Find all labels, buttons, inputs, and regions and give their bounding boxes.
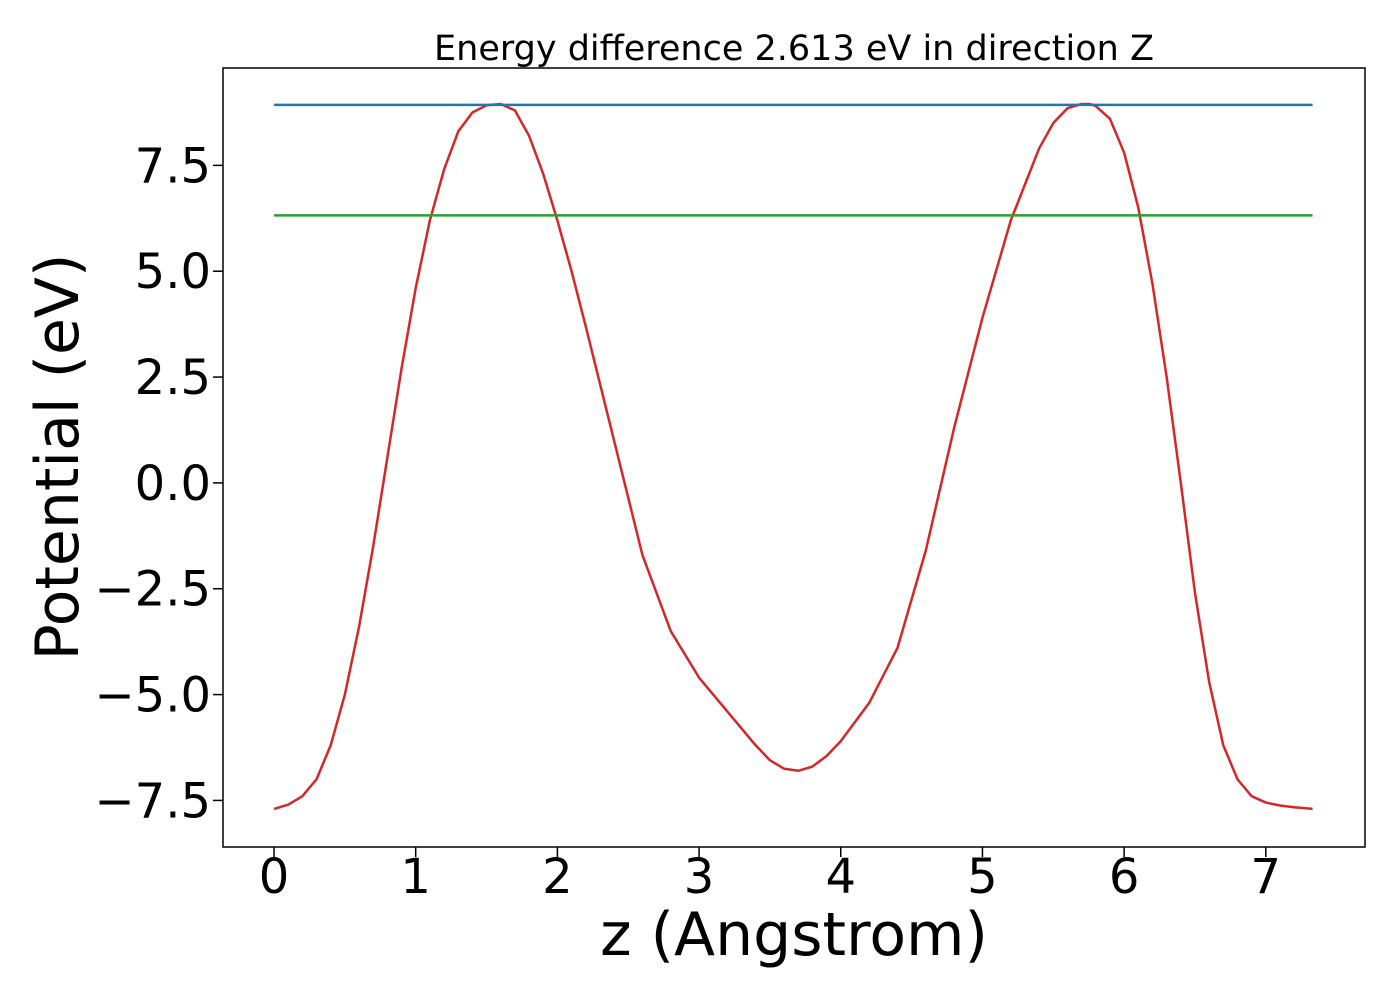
- x-tick-label: 3: [684, 849, 715, 905]
- x-tick-label: 2: [542, 849, 573, 905]
- plot-frame: [222, 67, 1366, 848]
- x-axis-label: z (Angstrom): [600, 900, 988, 970]
- y-tick-label: −7.5: [94, 773, 211, 829]
- series-line-0: [273, 102, 1313, 811]
- series-layer: [273, 102, 1313, 811]
- y-tick-label: 0.0: [135, 456, 211, 512]
- x-tick-label: 5: [967, 849, 998, 905]
- y-tick-label: 7.5: [135, 138, 211, 194]
- x-tick-label: 7: [1251, 849, 1282, 905]
- x-tick-label: 4: [825, 849, 856, 905]
- x-axis: 0 1 2 3 4 5 6 7: [259, 847, 1281, 905]
- y-tick-label: −5.0: [94, 668, 211, 724]
- x-tick-label: 6: [1109, 849, 1140, 905]
- chart-title: Energy difference 2.613 eV in direction …: [434, 29, 1154, 69]
- x-tick-label: 0: [259, 849, 290, 905]
- y-tick-label: −2.5: [94, 562, 211, 618]
- y-tick-label: 5.0: [135, 244, 211, 300]
- y-axis: −7.5 −5.0 −2.5 0.0 2.5 5.0 7.5: [94, 138, 223, 829]
- x-tick-label: 1: [400, 849, 431, 905]
- y-tick-label: 2.5: [135, 350, 211, 406]
- y-axis-label: Potential (eV): [23, 254, 93, 661]
